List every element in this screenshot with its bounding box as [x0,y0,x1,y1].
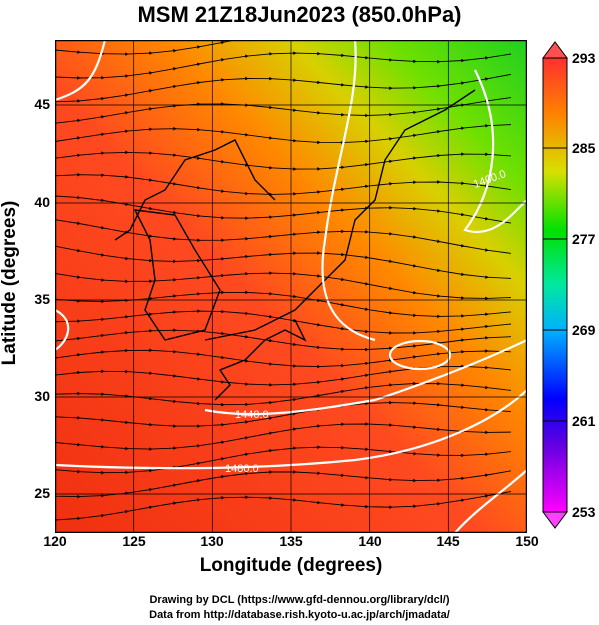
streamline [55,245,512,279]
y-tick-label: 25 [34,485,50,501]
streamline [55,124,512,145]
x-tick-label: 130 [200,533,224,549]
streamline [55,172,512,197]
streamline [55,328,512,352]
x-tick-label: 135 [279,533,303,549]
colorbar-tick: 277 [572,231,596,247]
y-axis-label: Latitude (degrees) [0,200,20,366]
credit-drawing: Drawing by DCL (https://www.gfd-dennou.o… [149,594,450,606]
colorbar-tick: 269 [572,322,596,338]
pressure-contours [55,40,527,533]
x-tick-label: 145 [436,533,460,549]
grid-lines [55,40,527,533]
streamline [55,491,512,522]
contour-label-1440: 1440.0 [235,409,269,421]
colorbar-tick: 285 [572,140,596,156]
chart-title: MSM 21Z18Jun2023 (850.0hPa) [137,2,462,27]
x-tick-label: 150 [515,533,539,549]
map-panel: 1400.0 1440.0 1480.0 [55,40,527,533]
y-tick-label: 45 [34,96,50,112]
streamline [55,194,512,224]
contour-label-1480: 1480.0 [225,463,259,475]
colorbar-tick: 261 [572,413,596,429]
streamline [55,218,512,254]
credit-data: Data from http://database.rish.kyoto-u.a… [149,609,450,621]
x-tick-label: 125 [122,533,146,549]
streamline [55,73,512,104]
streamline [55,348,512,369]
colorbar-tick: 253 [572,504,596,520]
streamlines [55,40,512,522]
streamline [55,400,512,428]
x-tick-label: 120 [43,533,67,549]
map-frame [55,40,527,533]
y-tick-label: 35 [34,291,50,307]
x-axis-label: Longitude (degrees) [199,555,383,576]
streamline [55,150,512,171]
x-tick-label: 140 [358,533,382,549]
coastlines [114,89,476,401]
y-tick-label: 30 [34,388,50,404]
y-tick-label: 40 [34,194,50,210]
streamline [55,97,512,125]
colorbar-tick: 293 [572,50,596,66]
colorbar [542,41,568,529]
